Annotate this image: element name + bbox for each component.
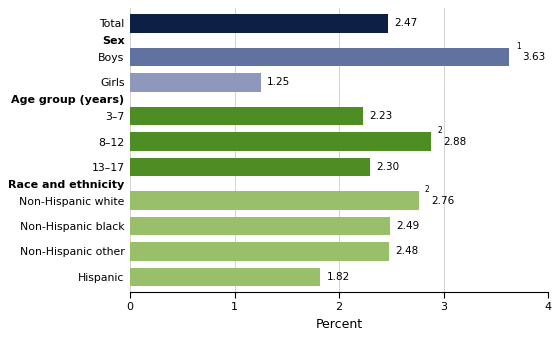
Bar	[130, 73, 261, 92]
Text: 3.63: 3.63	[522, 52, 545, 62]
Bar	[130, 132, 431, 151]
Text: 1.82: 1.82	[326, 272, 350, 282]
Bar	[130, 107, 363, 125]
Text: 2.76: 2.76	[431, 196, 454, 206]
Text: 2: 2	[437, 126, 442, 135]
Bar	[130, 192, 418, 210]
Text: 1.25: 1.25	[267, 77, 290, 87]
Text: 2.48: 2.48	[395, 246, 419, 257]
Text: 2.47: 2.47	[394, 18, 418, 28]
Text: 2.23: 2.23	[370, 111, 393, 121]
Text: 2.88: 2.88	[444, 137, 467, 146]
Bar	[130, 267, 320, 286]
Text: 2.30: 2.30	[377, 162, 400, 172]
Bar	[130, 217, 390, 235]
X-axis label: Percent: Percent	[315, 318, 363, 331]
Bar	[130, 14, 388, 33]
Bar	[130, 48, 510, 66]
Text: 2.49: 2.49	[396, 221, 420, 231]
Text: 1: 1	[516, 41, 520, 51]
Bar	[130, 158, 371, 176]
Bar	[130, 242, 389, 261]
Text: 2: 2	[425, 185, 430, 194]
